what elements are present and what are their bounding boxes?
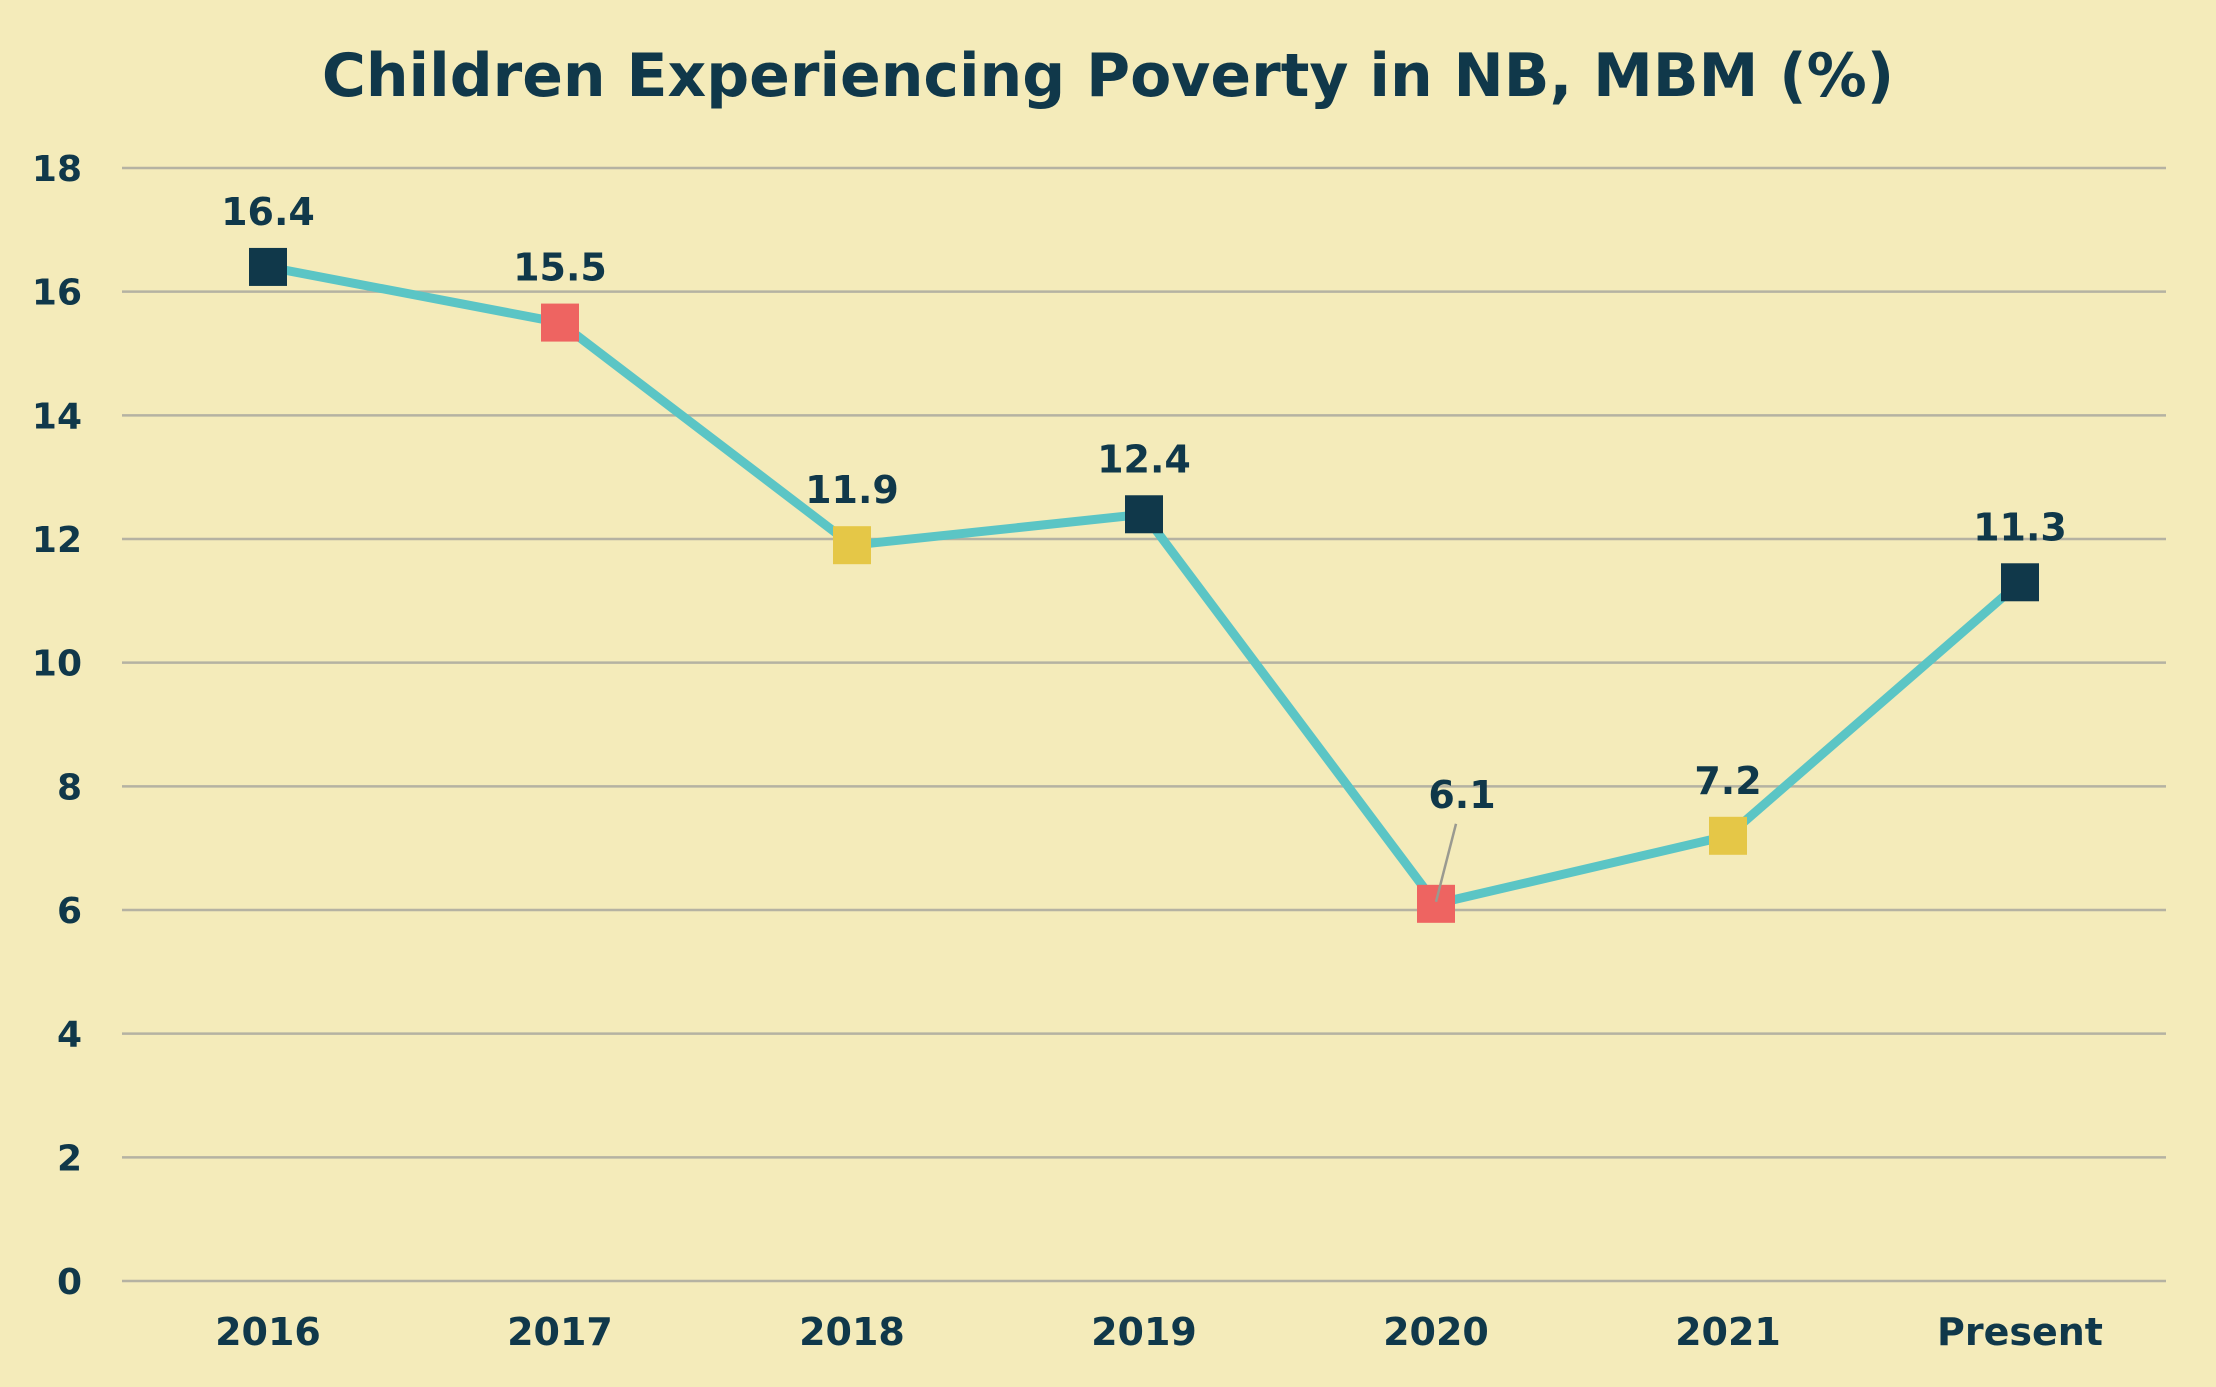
- data-label-2016: 16.4: [221, 190, 315, 234]
- x-tick-label-2017: 2017: [507, 1310, 613, 1354]
- data-point-2018: [833, 526, 871, 565]
- y-tick-label-16: 16: [32, 273, 82, 314]
- x-tick-label-2018: 2018: [799, 1310, 905, 1354]
- data-point-2019: [1125, 495, 1163, 534]
- x-tick-label-2019: 2019: [1091, 1310, 1197, 1354]
- series-line-layer: [263, 262, 2025, 909]
- y-tick-label-12: 12: [32, 520, 82, 561]
- y-tick-label-14: 14: [32, 396, 82, 437]
- data-label-2018: 11.9: [805, 468, 899, 512]
- x-tick-label-2016: 2016: [215, 1310, 321, 1354]
- y-tick-label-0: 0: [57, 1262, 82, 1303]
- x-tick-label-2021: 2021: [1675, 1310, 1781, 1354]
- y-tick-label-8: 8: [57, 767, 82, 808]
- data-point-2016: [249, 247, 287, 286]
- y-tick-label-10: 10: [32, 644, 82, 685]
- y-axis-ticks: 0 2 4 6 8 10 12 14 16 18: [32, 149, 82, 1303]
- data-point-present: [2001, 563, 2039, 602]
- y-tick-label-18: 18: [32, 149, 82, 190]
- x-axis-ticks: 2016 2017 2018 2019 2020 2021 Present: [215, 1310, 2103, 1354]
- y-tick-label-2: 2: [57, 1138, 82, 1179]
- data-label-2017: 15.5: [513, 246, 607, 290]
- data-labels: 16.4 15.5 11.9 12.4 6.1 7.2 11.3: [221, 190, 2067, 903]
- data-point-2021: [1709, 816, 1747, 855]
- chart-title: Children Experiencing Poverty in NB, MBM…: [322, 41, 1894, 111]
- data-label-2021: 7.2: [1694, 759, 1761, 803]
- x-tick-label-present: Present: [1937, 1310, 2103, 1354]
- gridlines: [122, 166, 2166, 1283]
- y-tick-label-4: 4: [57, 1015, 82, 1056]
- data-label-present: 11.3: [1973, 505, 2067, 549]
- x-tick-label-2020: 2020: [1383, 1310, 1489, 1354]
- series-line: [263, 262, 2025, 909]
- data-point-2020: [1417, 884, 1455, 923]
- data-label-2020: 6.1: [1428, 773, 1495, 817]
- data-point-2017: [541, 303, 579, 342]
- markers: [249, 247, 2039, 923]
- y-tick-label-6: 6: [57, 891, 82, 932]
- data-label-2019: 12.4: [1097, 437, 1191, 481]
- leader-line-2020: [1434, 823, 1458, 903]
